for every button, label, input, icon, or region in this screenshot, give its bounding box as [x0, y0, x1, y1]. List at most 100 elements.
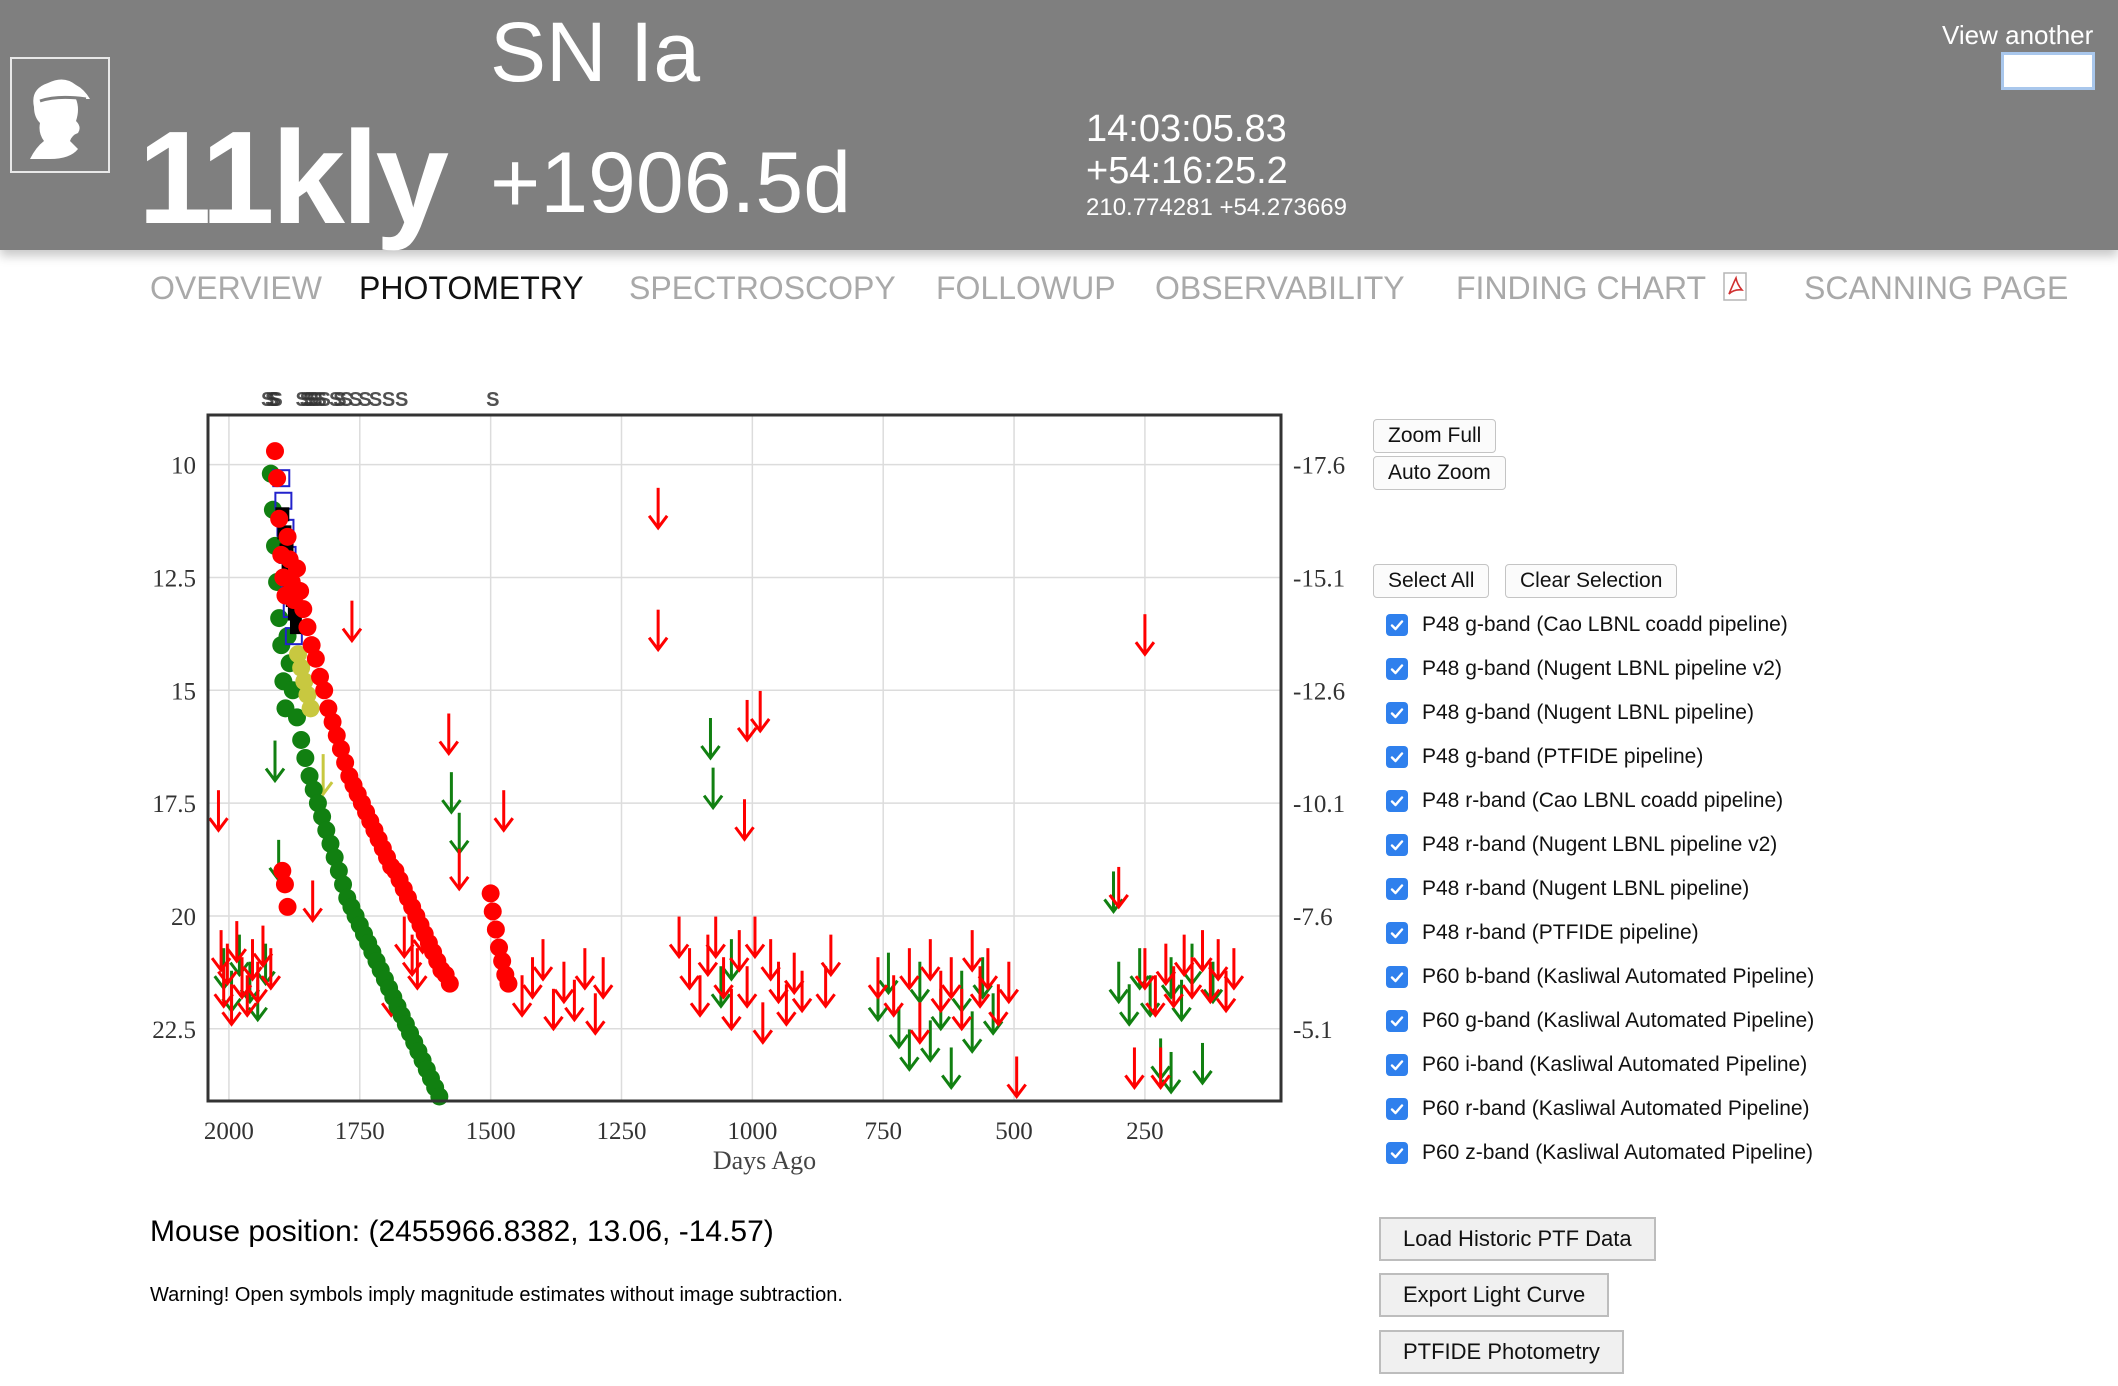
checkbox-checked-icon[interactable] [1386, 966, 1408, 988]
pdf-icon[interactable] [1722, 272, 1750, 302]
upper-limit-arrow [239, 961, 261, 1005]
upper-limit-arrow [1160, 957, 1182, 1000]
data-point [272, 636, 291, 655]
upper-limit-arrow [951, 970, 972, 1014]
data-point [292, 658, 311, 677]
data-point [279, 543, 294, 558]
y-right-tick-label: -15.1 [1293, 565, 1345, 592]
filter-label: P48 r-band (Cao LBNL coadd pipeline) [1422, 789, 1784, 812]
upper-limit-arrow [511, 975, 533, 1018]
checkbox-checked-icon[interactable] [1386, 790, 1408, 812]
view-another-input[interactable] [2001, 52, 2095, 90]
upper-limit-arrow [668, 916, 690, 960]
upper-limit-arrow [820, 934, 842, 978]
data-point [319, 699, 338, 718]
degree-coordinates: 210.774281 +54.273669 [1086, 194, 1347, 221]
data-point [426, 1078, 445, 1097]
x-axis-title: Days Ago [713, 1146, 816, 1175]
filter-label: P48 g-band (PTFIDE pipeline) [1422, 745, 1704, 768]
checkbox-checked-icon[interactable] [1386, 1010, 1408, 1032]
load-historic-ptf-button[interactable]: Load Historic PTF Data [1379, 1217, 1656, 1261]
y-left-tick-label: 12.5 [152, 565, 196, 592]
data-point [354, 925, 373, 944]
spectrum-marker: S [265, 389, 278, 411]
data-point [274, 672, 293, 691]
checkbox-checked-icon[interactable] [1386, 1054, 1408, 1076]
checkbox-checked-icon[interactable] [1386, 922, 1408, 944]
upper-limit-arrow [899, 948, 920, 991]
upper-limit-arrow [522, 957, 543, 1000]
data-point [298, 618, 317, 637]
data-point [415, 925, 434, 944]
distance-readout: 11kly [138, 104, 449, 251]
tab-finding-chart[interactable]: FINDING CHART [1456, 270, 1707, 306]
upper-limit-arrow [776, 984, 797, 1027]
filter-label: P60 b-band (Kasliwal Automated Pipeline) [1422, 965, 1815, 988]
spectrum-marker: S [333, 389, 346, 411]
tab-observability[interactable]: OBSERVABILITY [1155, 270, 1405, 306]
export-light-curve-button[interactable]: Export Light Curve [1379, 1273, 1610, 1317]
tab-spectroscopy[interactable]: SPECTROSCOPY [629, 270, 896, 306]
filter-label: P48 g-band (Nugent LBNL pipeline) [1422, 701, 1754, 724]
data-point [278, 527, 297, 546]
upper-limit-arrow [208, 790, 229, 833]
data-point [276, 586, 295, 605]
data-point [344, 776, 363, 795]
select-all-button[interactable]: Select All [1373, 564, 1490, 598]
upper-limit-arrow [972, 957, 993, 1000]
checkbox-checked-icon[interactable] [1386, 658, 1408, 680]
upper-limit-arrow [729, 930, 750, 973]
filter-label: P60 r-band (Kasliwal Automated Pipeline) [1422, 1097, 1810, 1120]
upper-limit-arrow [221, 970, 242, 1014]
auto-zoom-button[interactable]: Auto Zoom [1373, 456, 1506, 490]
header-bar: SN Ia 11kly +1906.5d 14:03:05.83 +54:16:… [0, 0, 2118, 250]
filter-label: P48 r-band (PTFIDE pipeline) [1422, 921, 1699, 944]
upper-limit-arrow [791, 970, 813, 1014]
checkbox-checked-icon[interactable] [1386, 702, 1408, 724]
upper-limit-arrow [255, 943, 276, 987]
upper-limit-arrow [752, 1002, 774, 1045]
data-point [392, 1006, 411, 1025]
tab-photometry[interactable]: PHOTOMETRY [359, 270, 584, 306]
upper-limit-arrow [710, 966, 732, 1009]
upper-limit-arrow [1119, 984, 1140, 1027]
data-point [340, 767, 359, 786]
upper-limit-arrow [268, 839, 289, 883]
upper-limit-arrow [1207, 939, 1229, 982]
tab-followup[interactable]: FOLLOWUP [936, 270, 1116, 306]
tab-overview[interactable]: OVERVIEW [150, 270, 322, 306]
checkbox-checked-icon[interactable] [1386, 878, 1408, 900]
clear-selection-button[interactable]: Clear Selection [1505, 564, 1678, 598]
data-point [282, 600, 301, 619]
checkbox-checked-icon[interactable] [1386, 746, 1408, 768]
ptfide-photometry-button[interactable]: PTFIDE Photometry [1379, 1330, 1624, 1374]
ra-coordinate: 14:03:05.83 [1086, 108, 1287, 150]
data-point [401, 1024, 420, 1043]
upper-limit-arrow [441, 772, 462, 815]
logo[interactable] [10, 57, 110, 173]
data-point [483, 902, 502, 921]
upper-limit-arrow [899, 1029, 920, 1072]
upper-limit-arrow [951, 988, 972, 1032]
zoom-full-button[interactable]: Zoom Full [1373, 419, 1497, 453]
data-point [361, 812, 380, 831]
upper-limit-arrow [229, 934, 250, 978]
data-point [352, 794, 371, 813]
upper-limit-arrow [1155, 943, 1177, 987]
spectrum-marker: S [309, 389, 322, 411]
upper-limit-arrow [1150, 1047, 1171, 1090]
y-right-tick-label: -12.6 [1293, 678, 1345, 705]
checkbox-checked-icon[interactable] [1386, 1098, 1408, 1120]
upper-limit-arrow [1108, 961, 1129, 1005]
tab-bar: OVERVIEW PHOTOMETRY SPECTROSCOPY FOLLOWU… [0, 272, 2118, 312]
checkbox-checked-icon[interactable] [1386, 834, 1408, 856]
tab-scanning-page[interactable]: SCANNING PAGE [1804, 270, 2069, 306]
dec-coordinate: +54:16:25.2 [1086, 150, 1288, 192]
spectrum-marker: S [395, 389, 408, 411]
upper-limit-arrow [969, 966, 991, 1009]
checkbox-checked-icon[interactable] [1386, 614, 1408, 636]
filter-label: P60 g-band (Kasliwal Automated Pipeline) [1422, 1009, 1815, 1032]
data-point [421, 1069, 440, 1088]
data-point [294, 600, 313, 619]
checkbox-checked-icon[interactable] [1386, 1142, 1408, 1164]
